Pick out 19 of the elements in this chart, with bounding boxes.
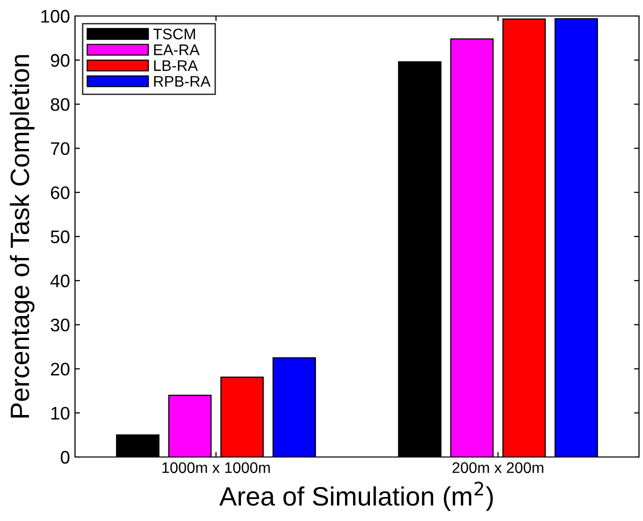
x-axis-title: Area of Simulation (m$^{2}$) (219, 482, 493, 511)
legend-label: LB-RA (154, 60, 198, 71)
legend-label: RPB-RA (154, 76, 211, 87)
y-tick-label: 100 (41, 10, 70, 23)
legend-label: EA-RA (154, 44, 200, 56)
y-tick-label: 90 (50, 54, 70, 67)
y-tick-label: 60 (50, 186, 70, 200)
y-tick-label: 70 (50, 142, 70, 156)
y-axis-title: Percentage of Task Completion (10, 55, 34, 418)
x-tick-label: 200m x 200m (452, 462, 544, 474)
y-tick-label: 40 (50, 274, 70, 288)
y-tick-label: 80 (50, 98, 70, 111)
y-tick-label: 50 (50, 230, 70, 244)
y-tick-label: 30 (50, 318, 70, 332)
legend-label: TSCM (153, 28, 195, 40)
x-tick-label: 1000m x 1000m (162, 462, 270, 474)
y-tick-label: 10 (51, 406, 70, 420)
y-tick-label: 0 (60, 450, 70, 464)
y-tick-label: 20 (50, 362, 70, 376)
